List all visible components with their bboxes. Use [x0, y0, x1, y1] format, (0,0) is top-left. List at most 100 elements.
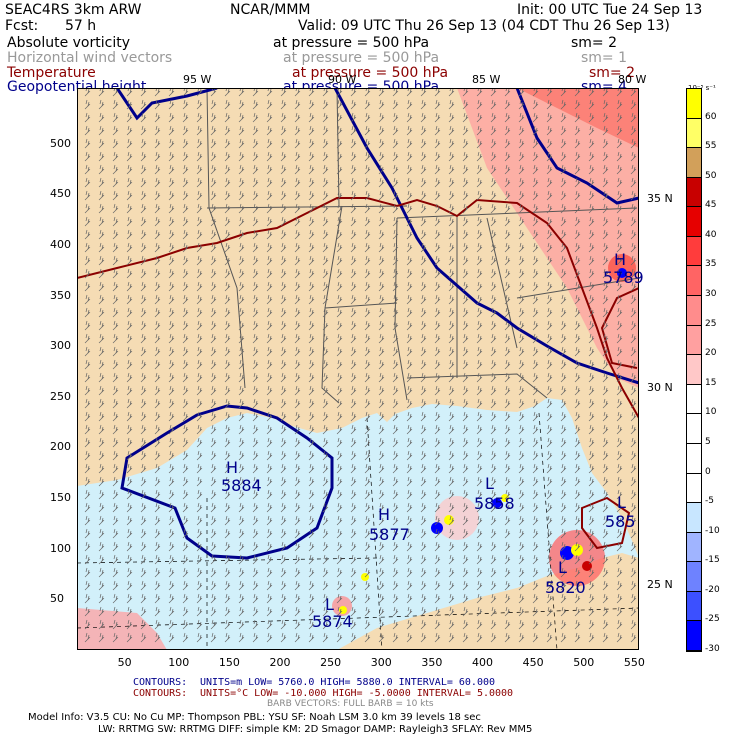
wind-barb — [532, 307, 539, 318]
wind-barb — [294, 333, 301, 344]
wind-barb — [98, 229, 105, 240]
wind-barb — [616, 372, 623, 383]
wind-barb — [434, 229, 441, 240]
wind-barb — [420, 320, 427, 331]
wind-barb — [154, 346, 161, 357]
wind-barb — [616, 437, 623, 448]
wind-barb — [238, 294, 245, 305]
wind-barb — [140, 606, 147, 617]
wind-barb — [616, 294, 623, 305]
y-tick-label: 250 — [50, 389, 71, 403]
wind-barb — [210, 554, 217, 565]
wind-barb — [504, 398, 511, 409]
wind-barb — [546, 515, 553, 526]
wind-barb — [140, 216, 147, 227]
wind-barb — [448, 138, 455, 149]
wind-barb — [476, 242, 483, 253]
wind-barb — [224, 151, 231, 162]
wind-barb — [378, 229, 385, 240]
colorbar-label: 20 — [705, 348, 717, 359]
wind-barb — [490, 177, 497, 188]
wind-barb — [140, 255, 147, 266]
wind-barb — [308, 411, 315, 422]
wind-barb — [294, 229, 301, 240]
wind-barb — [560, 229, 567, 240]
wind-barb — [392, 294, 399, 305]
wind-barb — [280, 346, 287, 357]
wind-barb — [378, 320, 385, 331]
wind-barb — [266, 580, 273, 591]
wind-barb — [112, 346, 119, 357]
wind-barb — [280, 320, 287, 331]
wind-barb — [518, 229, 525, 240]
wind-barb — [112, 567, 119, 578]
wind-barb — [406, 632, 413, 643]
wind-barb — [434, 112, 441, 123]
wind-barb — [490, 554, 497, 565]
wind-barb — [588, 450, 595, 461]
wind-barb — [504, 632, 511, 643]
wind-barb — [364, 255, 371, 266]
wind-barb — [476, 333, 483, 344]
wind-barb — [308, 398, 315, 409]
wind-barb — [154, 333, 161, 344]
wind-barb — [210, 385, 217, 396]
wind-barb — [196, 190, 203, 201]
wind-barb — [588, 281, 595, 292]
wind-barb — [154, 281, 161, 292]
wind-barb — [462, 437, 469, 448]
wind-barb — [182, 632, 189, 643]
wind-barb — [546, 541, 553, 552]
wind-barb — [210, 437, 217, 448]
wind-barb — [112, 281, 119, 292]
wind-barb — [350, 450, 357, 461]
wind-barb — [378, 541, 385, 552]
y-tick-label: 450 — [50, 187, 71, 201]
colorbar-swatch — [687, 621, 701, 651]
wind-barb — [406, 307, 413, 318]
wind-barb — [308, 190, 315, 201]
wind-barb — [154, 307, 161, 318]
wind-barb — [126, 489, 133, 500]
wind-barb — [546, 502, 553, 513]
wind-barb — [280, 632, 287, 643]
wind-barb — [588, 333, 595, 344]
wind-barb — [84, 294, 91, 305]
wind-barb — [308, 112, 315, 123]
wind-barb — [266, 242, 273, 253]
wind-barb — [238, 476, 245, 487]
wind-barb — [280, 411, 287, 422]
wind-barb — [462, 164, 469, 175]
wind-barb — [196, 216, 203, 227]
wind-barb — [462, 593, 469, 604]
wind-barb — [336, 99, 343, 110]
wind-barb — [630, 515, 637, 526]
wind-barb — [490, 476, 497, 487]
y-tick-label: 350 — [50, 288, 71, 302]
wind-barb — [238, 632, 245, 643]
wind-barb — [238, 359, 245, 370]
wind-barb — [112, 411, 119, 422]
wind-barb — [434, 294, 441, 305]
wind-barb — [434, 554, 441, 565]
wind-barb — [98, 554, 105, 565]
wind-barb — [518, 437, 525, 448]
wind-barb — [182, 346, 189, 357]
wind-barb — [336, 528, 343, 539]
wind-barb — [434, 242, 441, 253]
wind-barb — [140, 164, 147, 175]
wind-barb — [350, 528, 357, 539]
wind-barb — [462, 424, 469, 435]
wind-barb — [154, 567, 161, 578]
wind-barb — [126, 268, 133, 279]
wind-barb — [392, 606, 399, 617]
wind-barb — [378, 385, 385, 396]
wind-barb — [630, 463, 637, 474]
wind-barb — [574, 294, 581, 305]
wind-barb — [280, 398, 287, 409]
wind-barb — [518, 450, 525, 461]
wind-barb — [280, 515, 287, 526]
wind-barb — [532, 138, 539, 149]
wind-barb — [322, 216, 329, 227]
wind-barb — [224, 320, 231, 331]
